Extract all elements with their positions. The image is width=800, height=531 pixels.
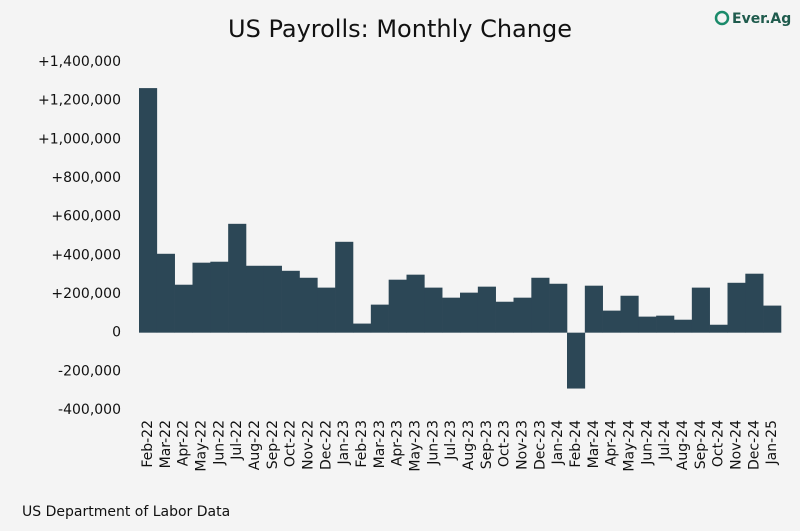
bar [709,324,728,333]
x-tick-label: Oct-24 [711,420,727,467]
bar [370,304,389,333]
bar [246,265,265,333]
logo-icon [714,10,730,26]
bar [495,301,514,333]
bar [317,287,336,333]
bar [745,273,764,333]
y-tick-label: 0 [112,325,121,341]
logo-text: Ever.Ag [732,11,791,27]
y-tick-label: +800,000 [51,170,121,186]
x-tick-label: Nov-23 [514,420,530,470]
bar [388,279,407,333]
bar [656,315,675,333]
bar [531,277,550,333]
bar [674,319,693,333]
y-tick-label: -400,000 [58,402,121,418]
x-tick-label: Feb-23 [354,420,370,468]
x-tick-label: Feb-22 [140,420,156,468]
y-tick-label: +1,000,000 [38,131,121,147]
x-tick-label: Jan-25 [764,420,780,465]
x-tick-label: May-22 [193,420,209,472]
x-tick-label: Apr-24 [604,420,620,466]
x-tick-label: Nov-24 [728,420,744,470]
x-tick-label: Apr-22 [176,420,192,466]
bar [174,284,193,333]
x-tick-label: Dec-23 [532,420,548,470]
bar [442,297,461,333]
x-tick-label: Aug-24 [675,420,691,470]
x-tick-label: Jan-24 [550,420,566,466]
x-tick-label: Jul-23 [443,420,459,461]
x-tick-label: Mar-24 [586,420,602,468]
bar [406,274,425,333]
bar [335,241,354,333]
bar [424,287,443,333]
y-tick-label: +400,000 [51,247,121,263]
logo: Ever.Ag [714,10,791,27]
x-tick-label: Jun-24 [639,420,655,466]
x-tick-label: Nov-22 [300,420,316,470]
bar [299,277,318,333]
y-tick-label: -200,000 [58,363,121,379]
x-tick-label: Aug-22 [247,420,263,470]
bar [228,223,247,333]
x-tick-label: Jan-23 [336,420,352,465]
x-tick-label: Dec-22 [318,420,334,470]
bar [192,262,211,333]
x-tick-label: Jun-22 [211,420,227,466]
x-tick-label: Sep-22 [265,420,281,469]
y-tick-label: +600,000 [51,209,121,225]
bar [691,287,710,333]
x-tick-label: Jul-22 [229,420,245,461]
bar [638,316,657,333]
x-tick-label: Mar-22 [158,420,174,468]
bar [620,295,639,333]
x-tick-label: Dec-24 [746,420,762,470]
bar [763,305,782,333]
bar [210,261,229,333]
x-tick-label: Jul-24 [657,420,673,461]
y-tick-label: +200,000 [51,286,121,302]
bar [513,297,532,333]
bar [281,270,300,333]
bar [602,310,621,333]
x-tick-label: Sep-24 [693,420,709,469]
bar [584,285,603,333]
bar [353,323,372,333]
chart-title: US Payrolls: Monthly Change [228,15,572,43]
x-tick-label: Oct-23 [497,420,513,467]
x-tick-label: May-24 [621,420,637,472]
y-tick-label: +1,400,000 [38,54,121,70]
x-tick-label: May-23 [407,420,423,472]
x-tick-label: Feb-24 [568,420,584,468]
x-tick-label: Apr-23 [390,420,406,466]
bar [460,292,479,333]
y-tick-label: +1,200,000 [38,93,121,109]
bar [567,332,586,389]
x-tick-label: Aug-23 [461,420,477,470]
bar [477,286,496,333]
x-tick-label: Oct-22 [283,420,299,467]
bar [263,265,282,333]
bar [139,88,158,333]
x-tick-label: Sep-23 [479,420,495,469]
bar [156,253,175,333]
x-tick-label: Jun-23 [425,420,441,466]
x-tick-label: Mar-23 [372,420,388,468]
source-note: US Department of Labor Data [22,504,230,520]
bar [549,283,568,333]
bar [727,282,746,333]
